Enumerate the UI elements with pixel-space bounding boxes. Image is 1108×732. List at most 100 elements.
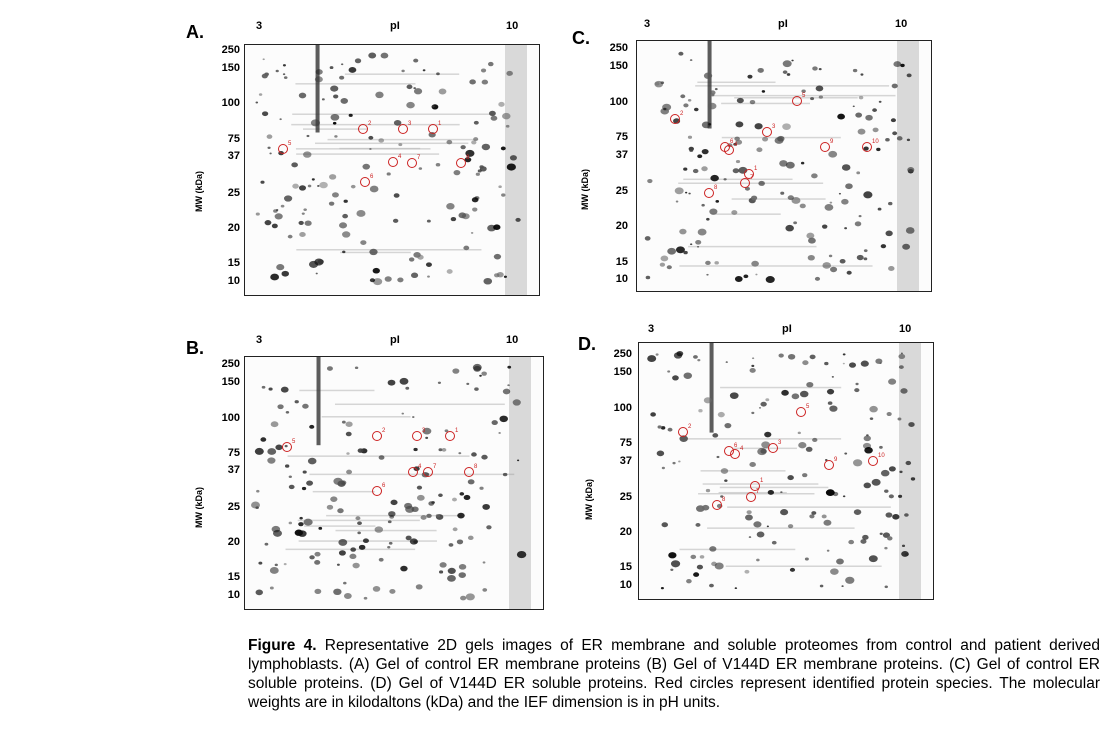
spot-number-label: 2 [368, 121, 372, 127]
protein-spot [453, 170, 461, 176]
protein-spot [516, 459, 520, 462]
protein-spot [369, 148, 372, 150]
mw-tick-label: 75 [227, 447, 240, 459]
gel-streak [315, 142, 469, 145]
caption-text: Representative 2D gels images of ER memb… [248, 637, 1100, 711]
protein-spot [709, 583, 714, 588]
protein-spot [863, 249, 868, 253]
gel-streak [291, 123, 460, 126]
protein-spot [307, 184, 312, 188]
protein-spot [349, 553, 357, 560]
protein-spot [836, 558, 844, 565]
protein-spot [754, 123, 763, 130]
protein-spot [298, 185, 307, 191]
mw-tick-label: 10 [615, 273, 628, 285]
mw-tick-label: 10 [619, 579, 632, 591]
protein-spot [346, 469, 353, 475]
protein-spot [392, 218, 399, 223]
protein-spot [800, 161, 805, 165]
protein-spot [818, 68, 822, 71]
gel-edge-smear [505, 45, 527, 295]
protein-spot [717, 411, 725, 418]
protein-spot [267, 146, 271, 150]
spot-number-label: 2 [688, 424, 692, 430]
protein-spot [406, 84, 413, 90]
identified-spot-circle [407, 158, 417, 168]
figure-caption: Figure 4. Representative 2D gels images … [248, 636, 1100, 712]
gel-smear [316, 357, 321, 446]
protein-spot [678, 460, 681, 463]
gel-streak [698, 492, 815, 495]
protein-spot [457, 512, 465, 519]
protein-spot [907, 167, 915, 173]
protein-spot [463, 494, 471, 501]
y-axis-label: MW (kDa) [584, 479, 594, 520]
protein-spot [358, 544, 366, 550]
protein-spot [452, 527, 458, 532]
protein-spot [699, 555, 705, 559]
protein-spot [435, 514, 441, 518]
protein-spot [341, 420, 346, 424]
protein-spot [805, 446, 813, 452]
protein-spot [799, 203, 806, 209]
gel-streak [697, 81, 776, 84]
protein-spot [431, 105, 435, 108]
protein-spot [811, 511, 817, 515]
protein-spot [460, 145, 466, 150]
protein-spot [849, 362, 857, 368]
protein-spot [438, 88, 447, 95]
protein-spot [426, 513, 432, 518]
protein-spot [714, 562, 724, 570]
protein-spot [331, 192, 339, 198]
mw-tick-label: 100 [609, 96, 628, 108]
spot-number-label: 5 [292, 439, 296, 445]
gel-streak [335, 529, 437, 532]
protein-spot [701, 121, 711, 129]
gel-smear [709, 343, 714, 433]
protein-spot [333, 94, 339, 99]
gel-streak [312, 490, 375, 493]
protein-spot [482, 588, 488, 592]
spot-number-label: 1 [455, 428, 459, 434]
protein-spot [444, 429, 449, 433]
protein-spot [509, 155, 517, 161]
protein-spot [855, 382, 859, 386]
protein-spot [471, 140, 477, 145]
gel-streak [734, 97, 858, 99]
gel-streak [688, 245, 817, 248]
spot-number-label: 6 [730, 139, 734, 145]
protein-spot [473, 120, 479, 125]
protein-spot [856, 254, 864, 261]
protein-spot [778, 353, 784, 358]
gel-streak [344, 73, 460, 75]
protein-spot [448, 543, 454, 547]
protein-spot [339, 75, 345, 80]
identified-spot-circle [428, 124, 438, 134]
protein-spot [645, 275, 651, 280]
identified-spot-circle [398, 124, 408, 134]
protein-spot [872, 108, 877, 112]
protein-spot [858, 95, 864, 100]
protein-spot [275, 444, 283, 451]
protein-spot [787, 195, 794, 201]
protein-spot [406, 101, 415, 109]
protein-spot [378, 138, 385, 143]
protein-spot [302, 470, 307, 474]
protein-spot [488, 110, 496, 116]
protein-spot [267, 448, 277, 455]
protein-spot [900, 388, 908, 394]
spot-number-label: 3 [408, 121, 412, 127]
protein-spot [362, 163, 371, 170]
protein-spot [686, 579, 692, 584]
gel-image: 1 2 3 4 5 6 7 8 9 10 [638, 342, 934, 600]
mw-tick-label: 150 [221, 376, 240, 388]
protein-spot [844, 227, 848, 230]
protein-spot [439, 570, 444, 574]
spot-number-label: 3 [422, 428, 426, 434]
protein-spot [650, 412, 656, 417]
protein-spot [258, 561, 263, 565]
gel-streak [720, 386, 842, 389]
identified-spot-circle [278, 144, 288, 154]
protein-spot [823, 519, 832, 526]
gel-edge-smear [897, 41, 919, 291]
